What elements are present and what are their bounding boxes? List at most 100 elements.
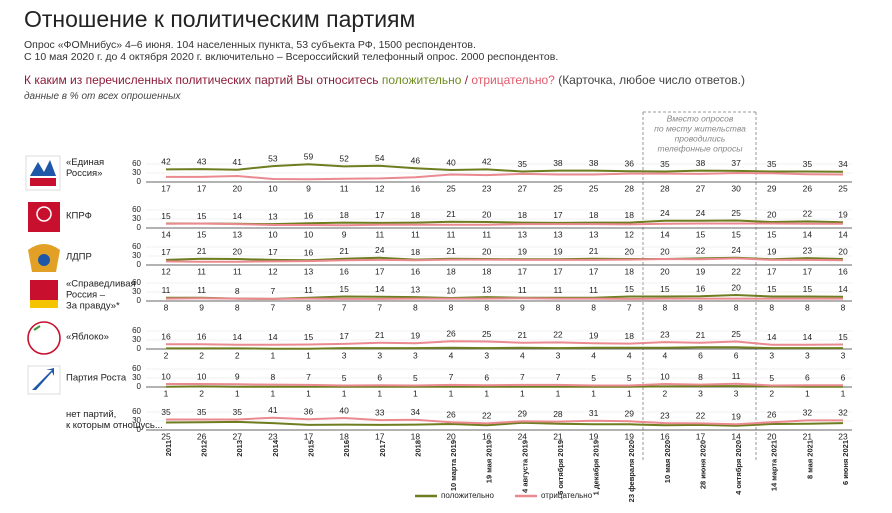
y-tick-label: 60 [132, 278, 141, 287]
value-label: 27 [696, 183, 706, 193]
series-line [166, 219, 844, 226]
value-label: 20 [731, 282, 741, 292]
value-label: 5 [591, 373, 596, 383]
value-label: 2 [199, 388, 204, 398]
value-label: 10 [197, 371, 207, 381]
y-tick-label: 30 [132, 287, 141, 296]
value-label: 26 [803, 183, 813, 193]
value-label: 16 [197, 331, 207, 341]
value-label: 7 [627, 302, 632, 312]
value-label: 1 [805, 388, 810, 398]
value-label: 19 [696, 266, 706, 276]
value-label: 10 [161, 371, 171, 381]
value-label: 36 [624, 158, 634, 168]
value-label: 26 [446, 328, 456, 338]
value-label: 20 [482, 246, 492, 256]
y-tick-label: 60 [132, 364, 141, 373]
value-label: 16 [339, 266, 349, 276]
value-label: 24 [731, 245, 741, 255]
value-label: 18 [411, 210, 421, 220]
question-text: (Карточка, любое число ответов.) [554, 73, 745, 87]
logo-rost-arrow [32, 368, 54, 390]
value-label: 16 [411, 183, 421, 193]
value-label: 13 [482, 284, 492, 294]
y-tick-label: 60 [132, 407, 141, 416]
value-label: 13 [589, 229, 599, 239]
value-label: 8 [484, 302, 489, 312]
value-label: 5 [627, 373, 632, 383]
series-line [166, 382, 843, 387]
value-label: 13 [233, 229, 243, 239]
value-label: 35 [803, 159, 813, 169]
value-label: 35 [518, 159, 528, 169]
x-tick-label: 1 декабря 2019 [592, 440, 601, 495]
value-label: 32 [803, 408, 813, 418]
value-label: 46 [411, 155, 421, 165]
value-label: 35 [767, 159, 777, 169]
x-tick-label: 6 июня 2021 [841, 440, 850, 485]
value-label: 35 [660, 159, 670, 169]
value-label: 13 [268, 211, 278, 221]
value-label: 15 [161, 211, 171, 221]
panel-label: КПРФ [66, 211, 92, 222]
value-label: 4 [449, 350, 454, 360]
value-label: 21 [197, 246, 207, 256]
value-label: 20 [660, 266, 670, 276]
value-label: 1 [591, 388, 596, 398]
value-label: 41 [233, 157, 243, 167]
value-label: 6 [734, 350, 739, 360]
value-label: 8 [164, 302, 169, 312]
series-line [166, 346, 843, 350]
y-tick-label: 0 [137, 425, 142, 434]
value-label: 17 [518, 266, 528, 276]
value-label: 4 [520, 350, 525, 360]
value-label: 1 [449, 388, 454, 398]
question-negative: отрицательно? [471, 73, 555, 87]
value-label: 17 [553, 266, 563, 276]
value-label: 24 [518, 431, 528, 441]
y-tick-label: 30 [132, 214, 141, 223]
value-label: 18 [624, 266, 634, 276]
value-label: 18 [446, 266, 456, 276]
x-tick-label: 2015 [307, 440, 316, 457]
value-label: 16 [660, 431, 670, 441]
logo-ldpr-mark [38, 254, 50, 266]
header: Отношение к политическим партиям Опрос «… [24, 6, 884, 102]
value-label: 12 [624, 229, 634, 239]
value-label: 1 [556, 388, 561, 398]
value-label: 17 [161, 183, 171, 193]
value-label: 15 [731, 229, 741, 239]
value-label: 6 [841, 372, 846, 382]
value-label: 15 [767, 284, 777, 294]
value-label: 9 [306, 183, 311, 193]
value-label: 2 [235, 350, 240, 360]
value-label: 19 [838, 210, 848, 220]
question-positive: положительно [381, 73, 462, 87]
value-label: 18 [624, 210, 634, 220]
value-label: 13 [411, 284, 421, 294]
value-label: 9 [520, 302, 525, 312]
value-label: 1 [271, 350, 276, 360]
x-tick-label: 23 февраля 2020 [627, 440, 636, 502]
annotation-text: по месту жительства [654, 123, 746, 133]
x-tick-label: 2011 [164, 440, 173, 456]
value-label: 11 [197, 285, 206, 295]
value-label: 25 [161, 431, 171, 441]
value-label: 32 [838, 408, 848, 418]
value-label: 18 [624, 331, 634, 341]
value-label: 5 [413, 373, 418, 383]
value-label: 6 [377, 372, 382, 382]
value-label: 17 [161, 247, 171, 257]
value-label: 41 [268, 405, 278, 415]
annotation-text: Вместо опросов [667, 113, 734, 123]
value-label: 17 [767, 266, 777, 276]
value-label: 19 [767, 247, 777, 257]
value-label: 4 [591, 350, 596, 360]
series-line [165, 163, 844, 173]
value-label: 14 [161, 229, 171, 239]
value-label: 28 [624, 183, 634, 193]
y-tick-label: 0 [137, 296, 142, 305]
logo-er-band [30, 178, 56, 186]
value-label: 17 [375, 431, 385, 441]
